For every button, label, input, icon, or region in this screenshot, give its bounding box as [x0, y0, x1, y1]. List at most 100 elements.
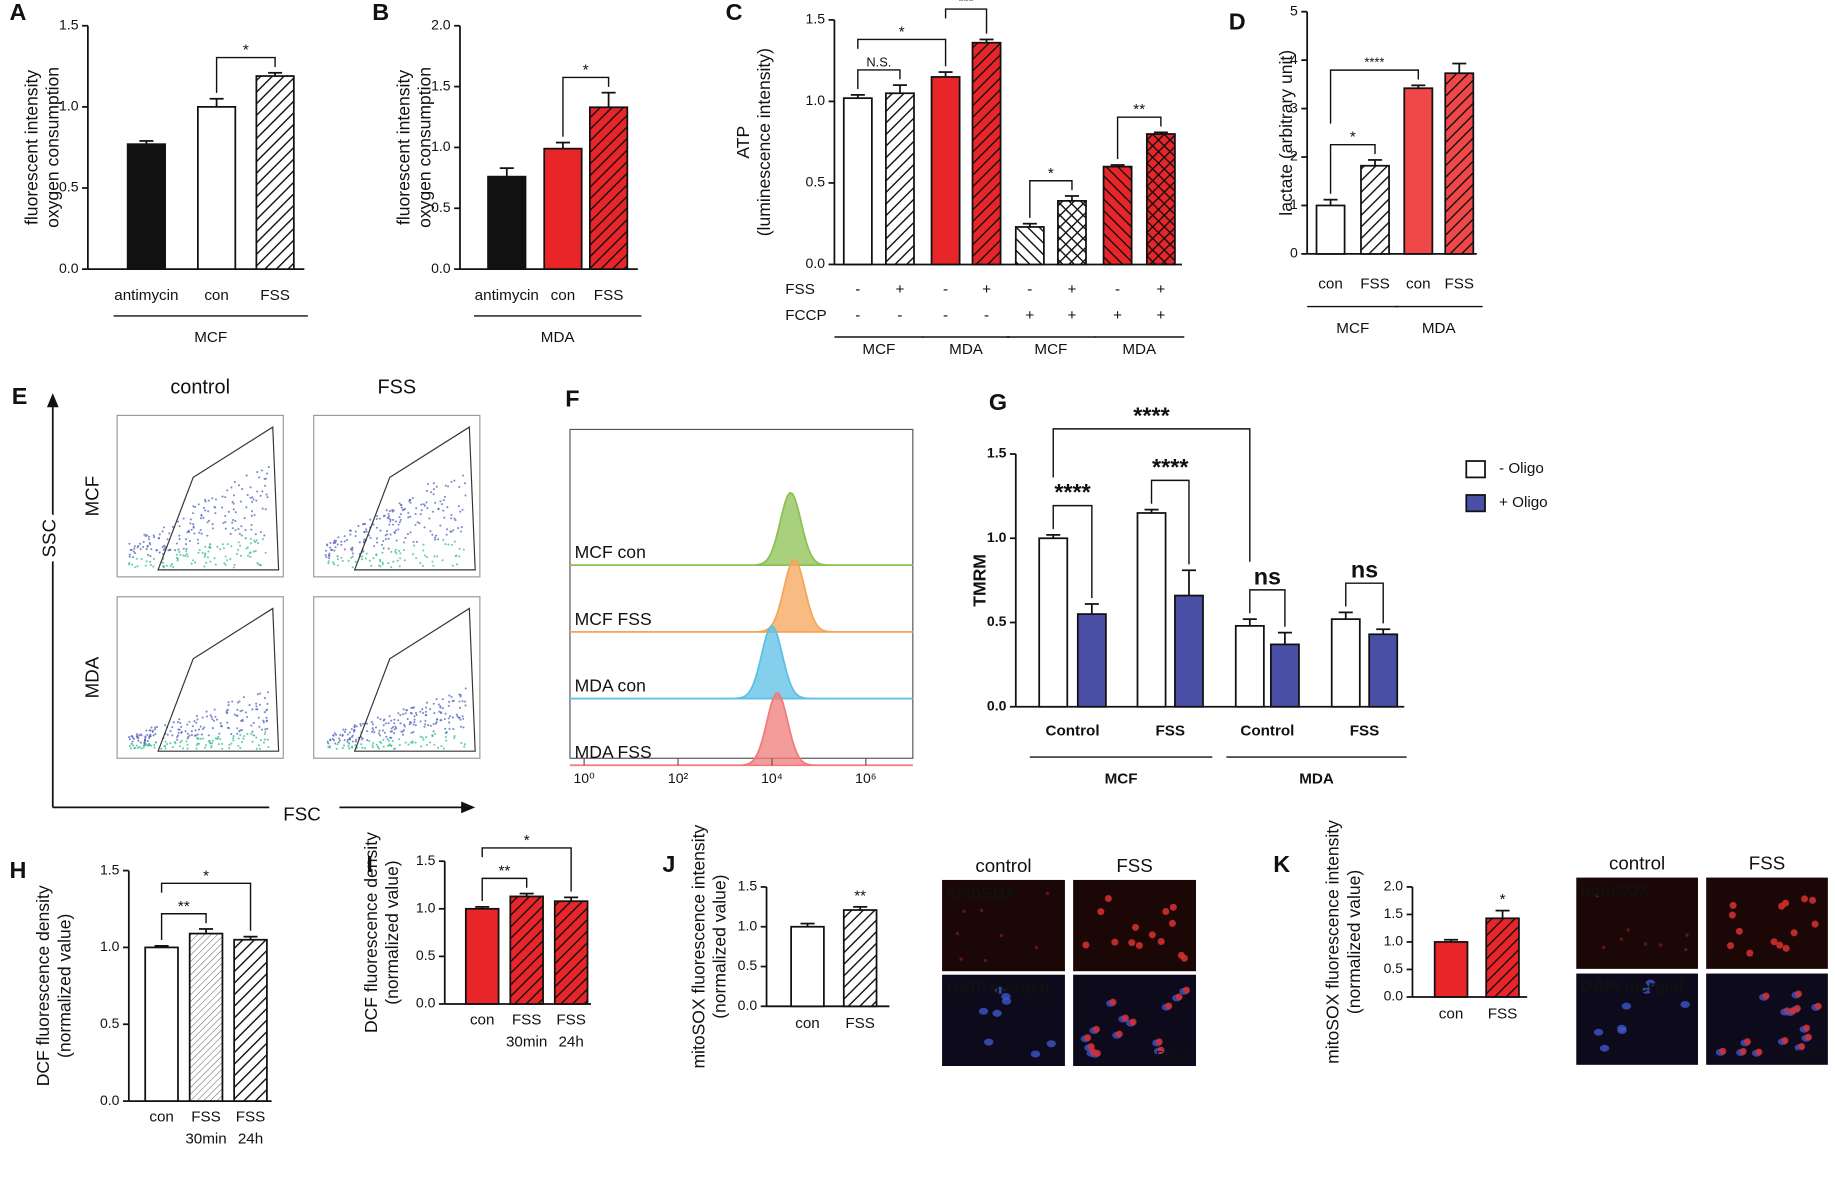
cell-signal [1162, 908, 1170, 916]
event-dot [152, 734, 155, 737]
event-dot [224, 496, 227, 499]
event-dot [237, 737, 240, 740]
event-dot [189, 518, 192, 521]
event-dot [265, 493, 268, 496]
event-dot [406, 717, 409, 721]
event-dot [432, 488, 436, 491]
panel-letter: C [726, 0, 743, 25]
cell-signal [1755, 1048, 1763, 1056]
event-dot [379, 529, 382, 532]
event-dot [194, 505, 197, 508]
event-dot [389, 518, 392, 521]
event-dot [432, 722, 435, 726]
event-dot [365, 552, 368, 555]
event-dot [448, 727, 451, 730]
y-tick-label: 1.5 [100, 861, 120, 877]
cell-signal [1735, 927, 1743, 935]
event-dot [328, 555, 331, 558]
event-dot [411, 706, 414, 709]
event-dot [139, 741, 142, 744]
event-dot [414, 741, 417, 744]
event-dot [423, 554, 427, 557]
event-dot [142, 540, 145, 544]
group-label: MCF [1105, 770, 1138, 787]
significance-bracket [481, 877, 528, 902]
event-dot [439, 705, 442, 708]
event-dot [431, 533, 434, 536]
event-dot [426, 482, 430, 486]
event-dot [165, 564, 168, 567]
event-dot [366, 739, 369, 742]
y-tick-label: 0.0 [431, 260, 451, 276]
y-tick-label: 4 [1290, 51, 1298, 67]
event-dot [394, 529, 397, 532]
event-dot [216, 718, 219, 721]
event-dot [376, 514, 379, 518]
significance: **** [1364, 55, 1384, 70]
bar [487, 175, 527, 271]
event-dot [360, 558, 364, 561]
significance-bracket [562, 76, 610, 137]
significance-bracket [1249, 589, 1286, 627]
x-tick-label: FSS [236, 1108, 266, 1125]
event-dot [386, 516, 389, 519]
event-dot [342, 744, 346, 747]
event-dot [376, 541, 379, 544]
cell-signal [1619, 937, 1624, 941]
event-dot [231, 700, 234, 703]
series-label: MCF FSS [575, 609, 652, 629]
event-dot [434, 501, 437, 504]
bar [543, 147, 583, 271]
event-dot [383, 731, 386, 734]
event-dot [385, 530, 389, 533]
event-dot [361, 555, 364, 558]
bar [588, 106, 629, 271]
event-dot [359, 724, 362, 727]
event-dot [267, 465, 270, 469]
row-value: + [1113, 307, 1122, 324]
x-tick-label: con [1406, 275, 1431, 292]
bar [842, 97, 873, 266]
event-dot [357, 524, 360, 528]
event-dot [351, 549, 354, 552]
event-dot [429, 741, 432, 744]
event-dot [128, 745, 131, 748]
y-tick-label: 0.0 [738, 997, 758, 1013]
cell-nucleus [984, 1038, 994, 1046]
event-dot [405, 709, 409, 712]
event-dot [205, 561, 208, 564]
event-dot [237, 528, 240, 531]
row-value: + [982, 281, 991, 298]
arrow-head [46, 393, 59, 408]
cell-nucleus [1046, 1040, 1056, 1048]
cell-signal [1743, 1038, 1751, 1046]
event-dot [426, 507, 429, 510]
event-dot [354, 530, 357, 533]
event-dot [414, 711, 418, 715]
event-dot [460, 530, 463, 533]
y-tick-label: 1.5 [987, 445, 1007, 461]
event-dot [412, 731, 415, 734]
event-dot [182, 517, 185, 520]
significance-bracket [1052, 428, 1251, 562]
event-dot [425, 714, 428, 717]
event-dot [239, 733, 242, 736]
event-dot [261, 538, 265, 541]
event-dot [259, 564, 262, 567]
event-dot [222, 547, 225, 550]
row-value: - [855, 281, 860, 298]
event-dot [390, 727, 393, 730]
bar [1136, 512, 1167, 708]
event-dot [361, 737, 364, 740]
event-dot [134, 746, 137, 749]
cell-signal [1788, 1007, 1796, 1015]
event-dot [415, 714, 418, 717]
event-dot [137, 746, 140, 749]
event-dot [249, 486, 252, 489]
event-dot [157, 537, 160, 540]
event-dot [459, 725, 463, 728]
event-dot [374, 726, 378, 729]
event-dot [439, 524, 442, 527]
significance: ** [1133, 101, 1145, 118]
event-dot [441, 707, 445, 710]
